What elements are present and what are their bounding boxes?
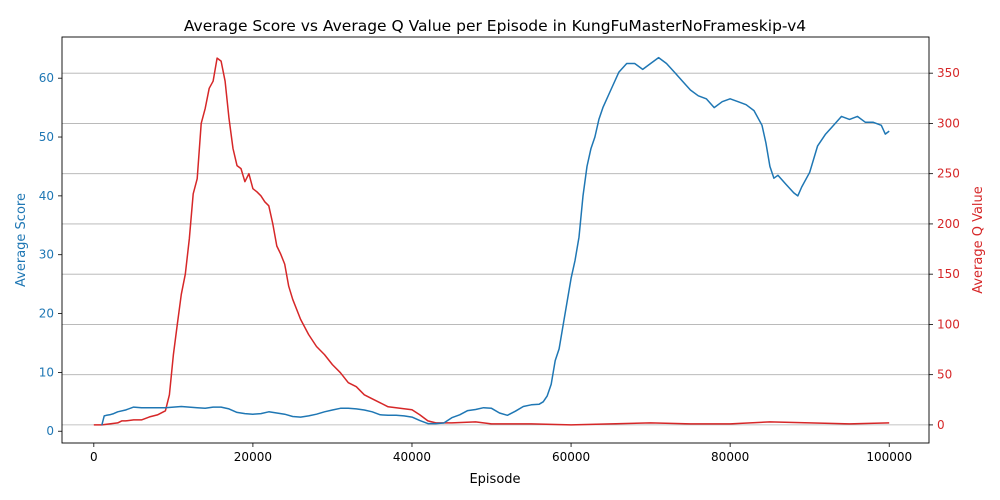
x-axis: 0 20000 40000 60000 80000 100000 (90, 443, 912, 464)
right-y-tick-label: 300 (937, 116, 960, 130)
left-y-tick-label: 0 (46, 424, 54, 438)
left-y-tick-label: 60 (39, 71, 54, 85)
x-axis-label: Episode (469, 472, 520, 487)
left-y-axis-label: Average Score (14, 193, 29, 287)
right-y-tick-label: 50 (937, 368, 952, 382)
left-y-tick-label: 30 (39, 248, 54, 262)
chart-title: Average Score vs Average Q Value per Epi… (184, 17, 806, 35)
x-tick-label: 40000 (393, 450, 431, 464)
x-tick-label: 100000 (866, 450, 912, 464)
x-tick-label: 60000 (552, 450, 590, 464)
score-series (101, 56, 890, 426)
left-y-axis: 0 10 20 30 40 50 60 (39, 71, 62, 438)
left-y-tick-label: 40 (39, 189, 54, 203)
plot-frame (61, 36, 930, 444)
q-value-series (93, 57, 890, 426)
right-y-tick-label: 350 (937, 66, 960, 80)
right-y-axis-label: Average Q Value (971, 186, 986, 294)
right-y-tick-label: 250 (937, 167, 960, 181)
x-tick-label: 0 (90, 450, 98, 464)
right-y-tick-label: 150 (937, 267, 960, 281)
left-y-tick-label: 20 (39, 307, 54, 321)
x-tick-label: 80000 (711, 450, 749, 464)
left-y-tick-label: 50 (39, 130, 54, 144)
grid-lines (62, 72, 929, 426)
right-y-tick-label: 0 (937, 418, 945, 432)
series-line (93, 57, 890, 426)
x-tick-label: 20000 (234, 450, 272, 464)
right-y-axis: 0 50 100 150 200 250 300 350 (929, 66, 960, 432)
right-y-tick-label: 100 (937, 317, 960, 331)
left-y-tick-label: 10 (39, 365, 54, 379)
series-line (101, 56, 890, 426)
right-y-tick-label: 200 (937, 217, 960, 231)
